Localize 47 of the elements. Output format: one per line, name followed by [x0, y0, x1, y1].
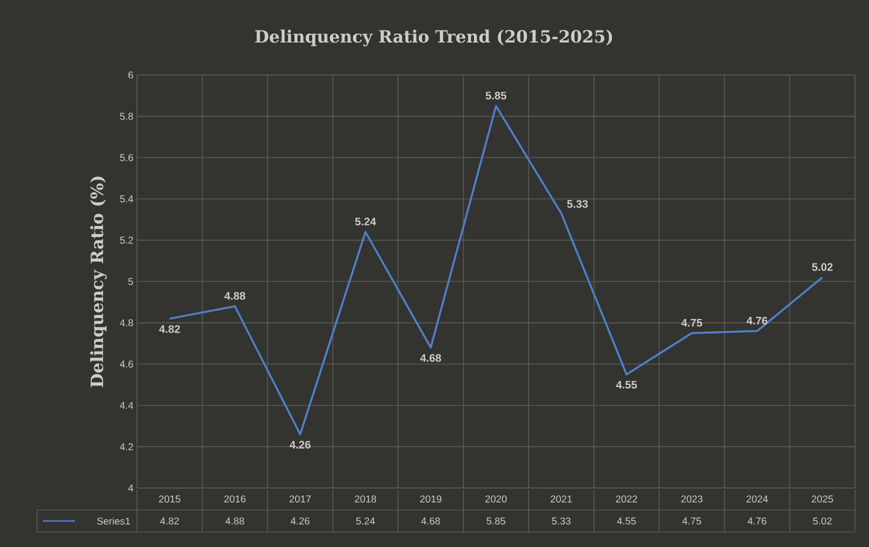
x-tick-label: 2023 [681, 495, 702, 503]
text: 5.33 [567, 200, 588, 208]
y-tick-label: 4.6 [120, 360, 134, 368]
y-axis-title: Delinquency Ratio (%) [90, 176, 107, 388]
data-label: 5.02 [813, 517, 832, 525]
x-tick-label: 2024 [746, 495, 768, 503]
text: 4.88 [224, 292, 246, 300]
data-label: 5.24 [356, 517, 375, 525]
x-tick-label: 2019 [420, 495, 442, 503]
x-tick-label: 2021 [550, 495, 572, 503]
x-tick-label: 2022 [616, 495, 638, 503]
text: 5.85 [486, 92, 506, 100]
text: 4.68 [420, 354, 442, 362]
text: 5.02 [812, 263, 833, 271]
x-tick-label: 2025 [812, 495, 834, 503]
data-label: 4.82 [160, 517, 179, 525]
text: 4.76 [746, 316, 768, 325]
text: 4.75 [681, 318, 702, 327]
chart-title: Delinquency Ratio Trend (2015-2025) [255, 30, 612, 46]
data-label: 5.33 [552, 517, 571, 525]
y-tick-label: 4.4 [120, 402, 134, 409]
y-tick-label: 5.2 [120, 236, 133, 244]
text: 4.82 [159, 325, 180, 333]
y-tick-label: 5 [128, 278, 134, 285]
text: 5.24 [355, 218, 376, 226]
text: 4.26 [290, 440, 310, 449]
text: 4.55 [616, 380, 637, 389]
y-tick-label: 5.8 [120, 112, 134, 120]
data-label: 5.85 [486, 517, 506, 525]
data-label: 4.75 [682, 518, 702, 524]
y-tick-label: 4.2 [120, 443, 133, 450]
x-tick-label: 2018 [354, 495, 376, 503]
y-tick-label: 4.8 [120, 319, 134, 326]
data-label: 4.55 [617, 518, 636, 524]
data-label: 4.88 [225, 517, 244, 525]
y-tick-label: 4 [128, 484, 134, 492]
x-tick-label: 2016 [224, 495, 246, 503]
data-label: 4.68 [421, 517, 440, 525]
legend-label: Series1 [97, 517, 130, 525]
y-tick-label: 5.6 [120, 154, 134, 162]
data-label: 4.26 [290, 517, 310, 525]
x-tick-label: 2015 [159, 495, 180, 503]
y-tick-label: 6 [128, 71, 134, 79]
x-tick-label: 2020 [485, 495, 507, 503]
x-tick-label: 2017 [290, 495, 311, 503]
y-tick-label: 5.4 [120, 195, 134, 202]
data-label: 4.76 [748, 517, 766, 525]
